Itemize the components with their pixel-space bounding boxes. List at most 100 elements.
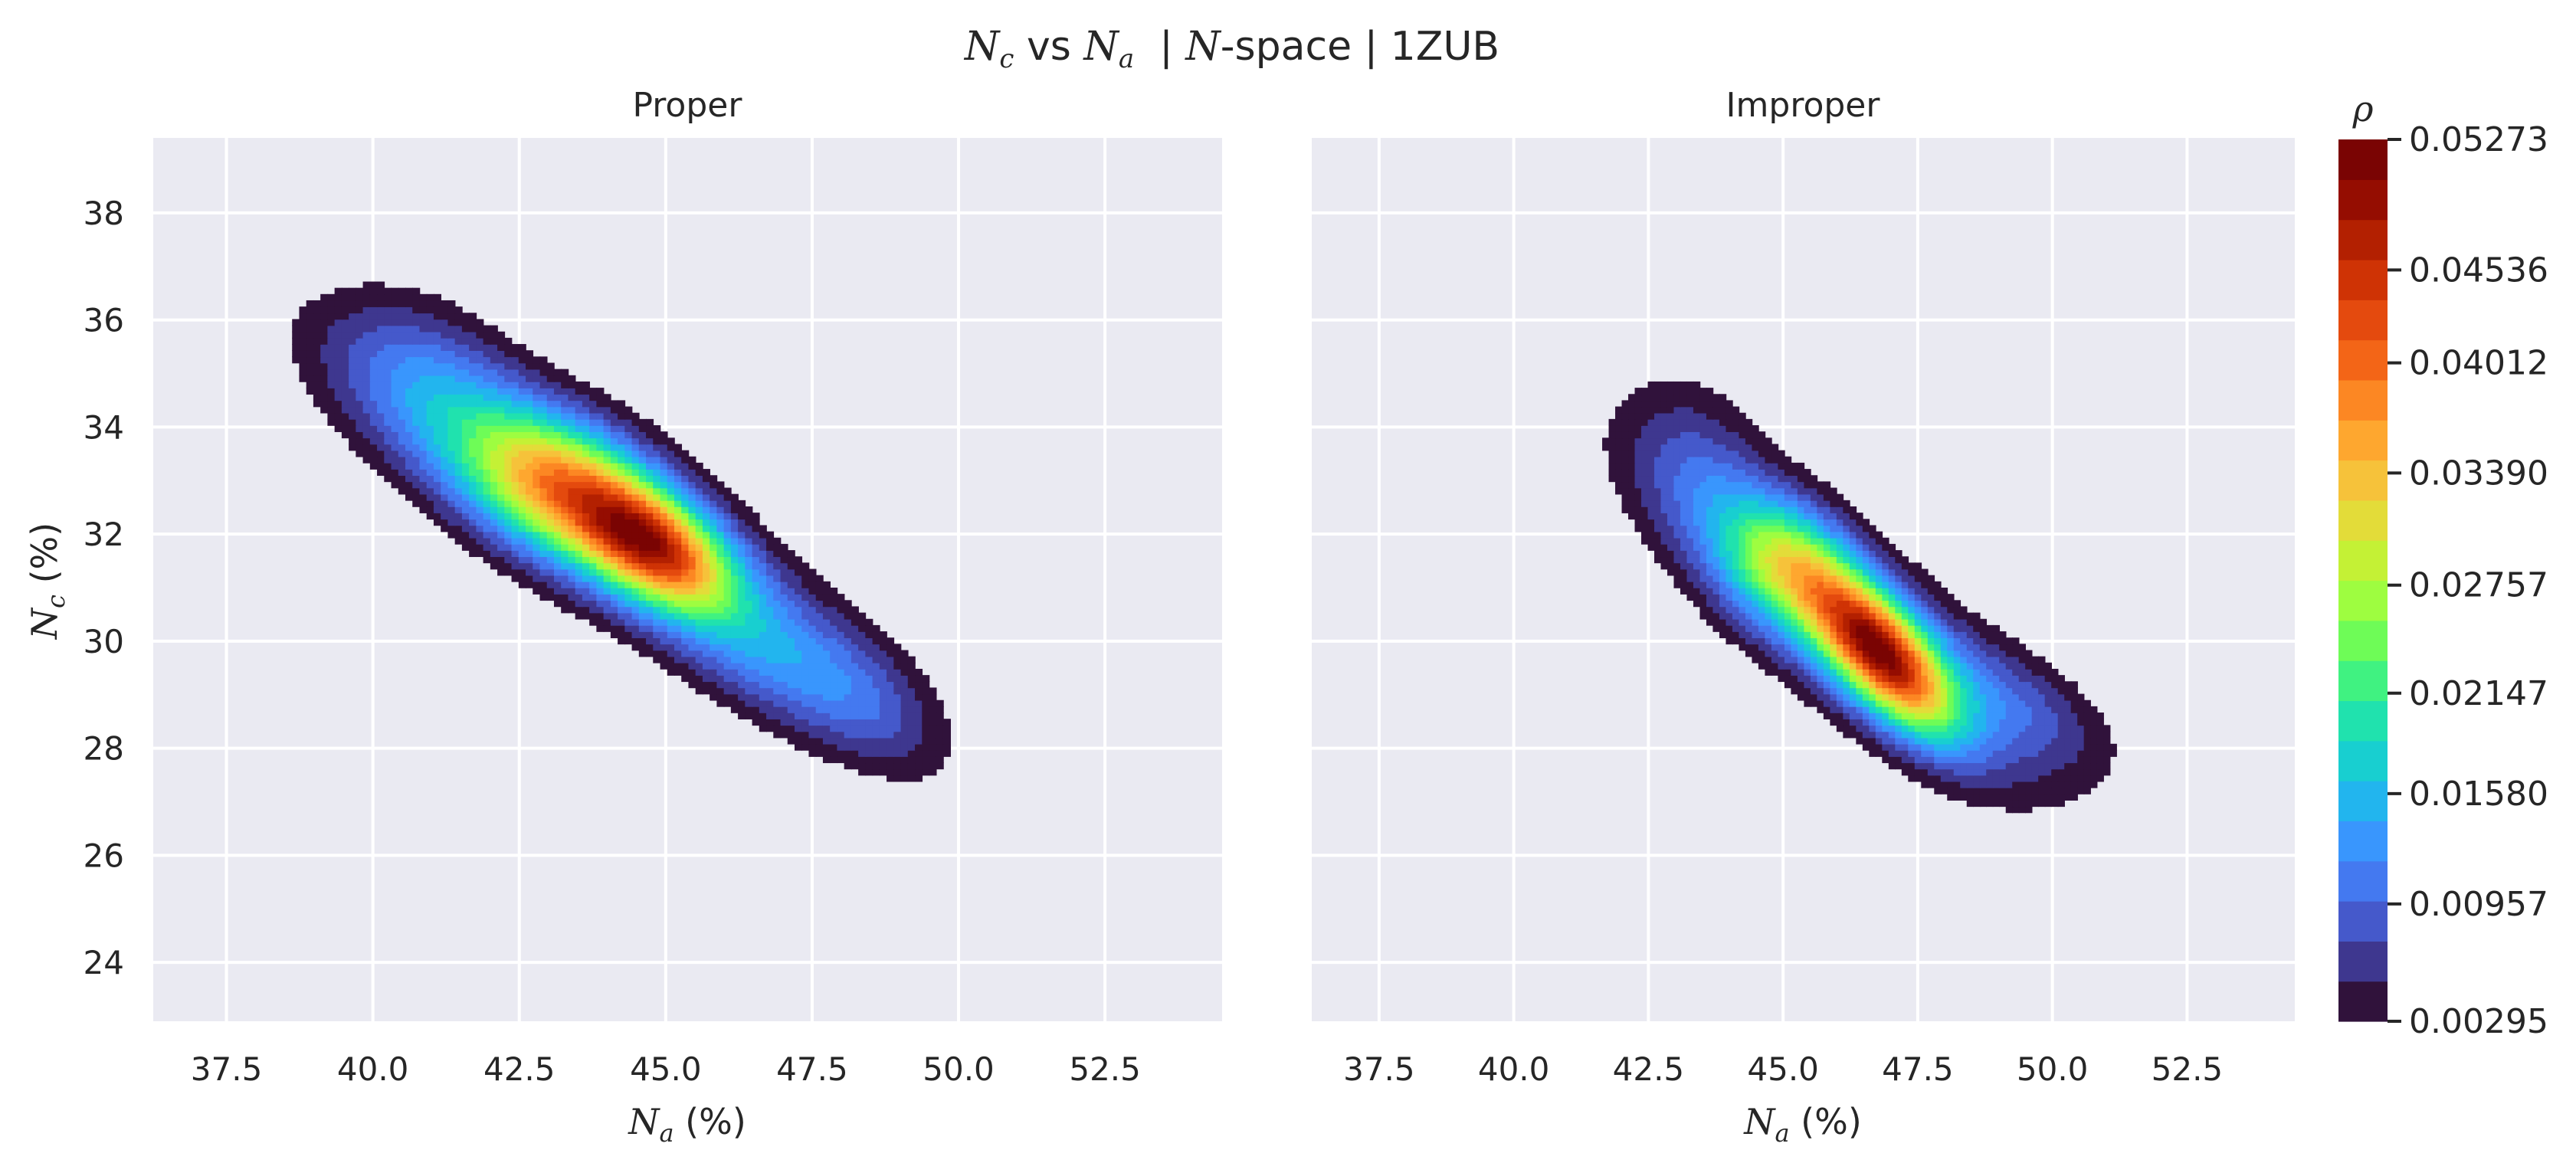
density-cell [723, 594, 732, 601]
density-cell [922, 749, 930, 757]
density-cell [695, 681, 703, 689]
density-cell [822, 725, 831, 732]
density-cell [2064, 706, 2072, 713]
density-cell [405, 293, 414, 301]
density-cell [1752, 600, 1759, 608]
density-cell [349, 350, 357, 358]
density-cell [1914, 775, 1922, 782]
density-cell [433, 362, 441, 370]
density-cell [2044, 781, 2052, 788]
density-cell [497, 400, 506, 408]
density-cell [915, 687, 923, 695]
density-cell [1882, 543, 1889, 551]
density-cell [808, 737, 817, 745]
density-cell [1849, 644, 1857, 651]
density-cell [1778, 675, 1785, 683]
density-cell [1706, 556, 1714, 564]
density-cell [1856, 699, 1863, 707]
density-cell [469, 369, 477, 376]
density-cell [582, 587, 590, 595]
density-cell [638, 475, 647, 483]
density-cell [561, 575, 569, 582]
density-cell [518, 388, 526, 395]
density-cell [1869, 531, 1876, 539]
density-cell [539, 587, 548, 595]
density-cell [2018, 787, 2026, 794]
density-cell [469, 344, 477, 351]
density-cell [2038, 656, 2046, 663]
density-cell [780, 581, 788, 588]
density-cell [1699, 556, 1707, 564]
density-cell [490, 369, 498, 376]
density-cell [412, 406, 421, 414]
density-cell [738, 543, 746, 551]
density-cell [490, 462, 498, 470]
density-cell [773, 681, 782, 689]
density-cell [1914, 606, 1922, 614]
density-cell [900, 706, 909, 713]
density-cell [539, 500, 548, 507]
density-cell [1875, 725, 1883, 732]
density-cell [738, 506, 746, 513]
density-cell [830, 668, 838, 676]
density-cell [1882, 719, 1889, 726]
density-cell [759, 713, 767, 719]
density-cell [646, 631, 654, 638]
density-cell [1856, 650, 1863, 657]
density-cell [710, 594, 718, 601]
density-cell [787, 656, 795, 663]
density-cell [2012, 675, 2020, 683]
density-cell [900, 693, 909, 701]
density-cell [1921, 706, 1929, 713]
density-cell [1869, 699, 1876, 707]
density-cell [618, 506, 626, 513]
density-cell [2064, 787, 2072, 794]
density-cell [518, 556, 526, 564]
density-cell [447, 444, 456, 451]
density-cell [2083, 699, 2091, 707]
density-cell [546, 412, 555, 420]
density-cell [1869, 637, 1876, 645]
density-cell [1927, 575, 1935, 582]
density-cell [710, 618, 718, 626]
density-cell [681, 556, 690, 564]
density-cell [723, 662, 732, 670]
density-cell [553, 469, 562, 477]
density-cell [2025, 650, 2033, 657]
density-cell [844, 687, 852, 695]
density-cell [1979, 719, 1988, 726]
density-cell [518, 362, 526, 370]
density-cell [787, 562, 795, 570]
density-cell [320, 400, 329, 408]
density-cell [681, 531, 690, 539]
density-cell [1856, 519, 1863, 526]
density-cell [2051, 693, 2059, 701]
density-cell [1647, 487, 1655, 495]
density-cell [476, 375, 484, 382]
density-cell [461, 418, 470, 426]
density-cell [710, 525, 718, 532]
density-cell [2051, 794, 2059, 801]
density-cell [2109, 743, 2117, 751]
density-cell [561, 469, 569, 477]
density-cell [461, 369, 470, 376]
density-cell [858, 650, 867, 657]
density-cell [695, 493, 703, 501]
density-cell [624, 450, 633, 457]
density-cell [1765, 650, 1772, 657]
density-cell [596, 606, 605, 614]
density-cell [858, 656, 867, 663]
density-cell [2051, 762, 2059, 770]
density-cell [702, 587, 710, 595]
density-cell [1699, 513, 1707, 520]
density-cell [1966, 713, 1975, 719]
density-cell [638, 644, 647, 651]
density-cell [850, 693, 859, 701]
density-cell [490, 469, 498, 477]
density-cell [773, 556, 782, 564]
density-cell [610, 475, 618, 483]
density-cell [795, 562, 803, 570]
density-cell [837, 743, 845, 751]
density-cell [646, 456, 654, 464]
density-cell [483, 369, 491, 376]
